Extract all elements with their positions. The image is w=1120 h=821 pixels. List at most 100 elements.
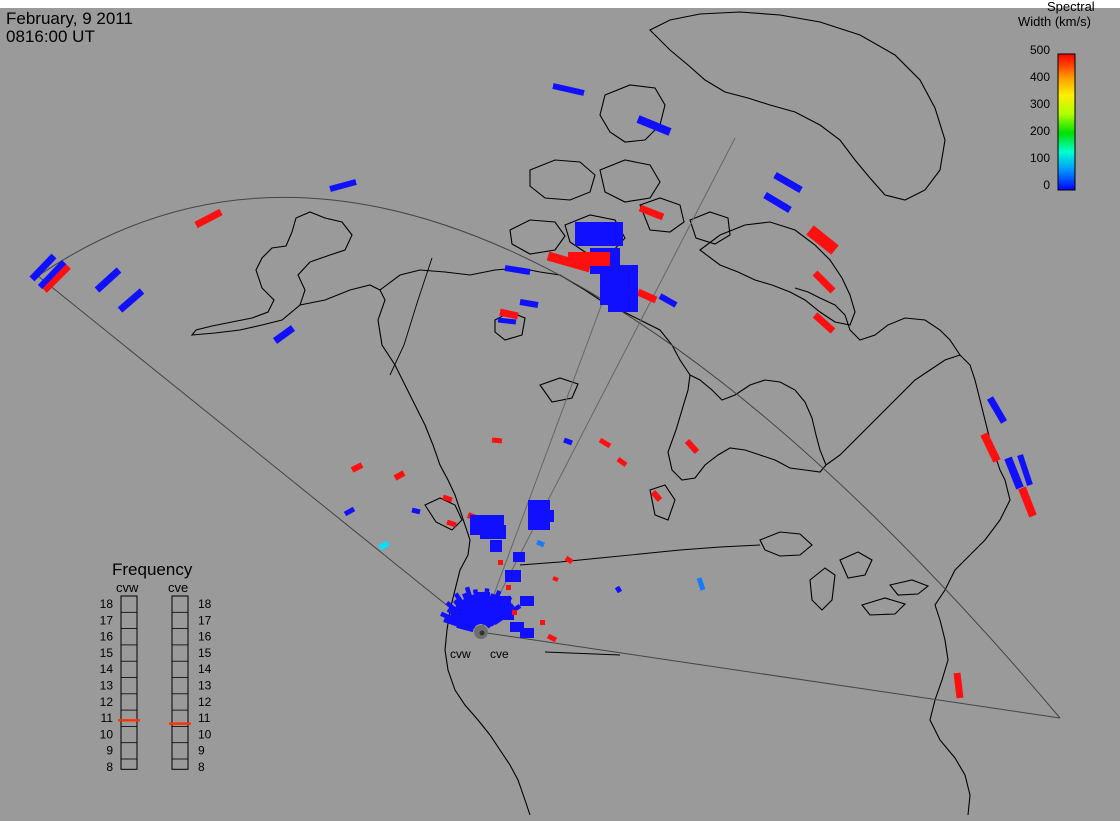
echo-segment [650, 490, 663, 502]
echo-segment [980, 432, 1001, 463]
echo-cluster [608, 290, 638, 312]
frequency-scale-label: 15 [100, 646, 114, 660]
radar-site-center [479, 630, 485, 636]
echo-segment [393, 470, 406, 481]
frequency-scale-label: 18 [198, 597, 212, 611]
echo-segment [546, 633, 558, 643]
echo-segment [1018, 486, 1037, 518]
frequency-scale-label: 13 [100, 679, 114, 693]
echo-cluster [500, 610, 514, 620]
colorbar-title-line1: Spectral [1047, 0, 1095, 14]
echo-segment [536, 539, 545, 548]
frequency-scale-label: 11 [198, 711, 211, 725]
echo-cluster [540, 620, 545, 625]
frequency-panel: Frequency cvw cve 18 17 16 15 14 13 12 11 10 9 8 18… [100, 560, 212, 774]
echo-cluster [476, 592, 490, 602]
frequency-scale-label: 8 [198, 760, 205, 774]
frequency-scale-label: 16 [198, 630, 212, 644]
frequency-column-box [171, 595, 189, 770]
echo-segment [563, 437, 573, 446]
echo-cluster [528, 500, 550, 530]
radar-fov-outline [37, 137, 1061, 719]
frequency-scale-label: 10 [198, 727, 212, 741]
echo-segment [598, 437, 612, 449]
frequency-scale-label: 10 [100, 727, 114, 741]
echo-segment [329, 179, 357, 192]
echo-segment [812, 312, 836, 334]
political-boundaries [389, 257, 761, 656]
echo-segment [519, 299, 539, 308]
echo-cluster [575, 222, 623, 246]
colorbar-tick-label: 0 [1043, 178, 1050, 192]
echo-segment [636, 115, 672, 136]
coastlines [190, 11, 1011, 816]
echo-segment [343, 506, 356, 517]
echo-segment [986, 396, 1008, 424]
frequency-scale-label: 13 [198, 679, 212, 693]
radar-echoes [29, 83, 1037, 699]
frequency-scale-label: 14 [198, 662, 212, 676]
frequency-scale-label: 18 [100, 597, 114, 611]
echo-segment [41, 263, 71, 293]
colorbar-tick-label: 200 [1030, 124, 1050, 138]
frequency-scale-label: 17 [100, 613, 114, 627]
colorbar-gradient [1057, 53, 1076, 191]
echo-segment [491, 437, 503, 444]
echo-segment [552, 576, 559, 582]
colorbar-tick-label: 100 [1030, 151, 1050, 165]
radar-label-cve: cve [490, 647, 509, 661]
echo-segment [773, 171, 803, 194]
echo-cluster [505, 570, 521, 582]
echo-segment [763, 191, 792, 214]
frequency-scale-label: 9 [106, 744, 113, 758]
echo-cluster [466, 600, 480, 610]
echo-segment [350, 462, 364, 473]
echo-segment [378, 540, 390, 551]
colorbar-title-line2: Width (km/s) [1018, 14, 1091, 29]
echo-segment [684, 438, 700, 455]
echo-segment [552, 83, 585, 96]
frequency-title: Frequency [112, 560, 193, 579]
echo-cluster [506, 585, 511, 590]
date-label: February, 9 2011 [6, 9, 133, 28]
echo-segment [1017, 454, 1033, 486]
echo-segment [272, 325, 296, 344]
echo-cluster [490, 540, 502, 552]
frequency-col-cvw-label: cvw [116, 580, 139, 595]
echo-cluster [520, 628, 534, 638]
echo-segment [117, 288, 145, 313]
echo-segment [37, 259, 67, 290]
echo-segment [616, 457, 628, 467]
frequency-scale-label: 12 [198, 695, 212, 709]
frequency-scale-label: 14 [100, 662, 114, 676]
echo-segment [442, 494, 453, 503]
echo-segment [953, 672, 964, 699]
echo-segment [812, 270, 836, 294]
echo-segment [614, 585, 623, 594]
echo-cluster [480, 525, 506, 539]
echo-segment [806, 225, 839, 255]
frequency-column-box [120, 595, 138, 770]
echo-segment [696, 577, 706, 591]
echo-segment [194, 208, 223, 229]
colorbar-tick-label: 500 [1030, 43, 1050, 57]
echo-cluster [498, 560, 503, 565]
frequency-scale-label: 17 [198, 613, 212, 627]
echo-segment [638, 204, 665, 221]
echo-segment [504, 265, 531, 275]
echo-cluster [512, 610, 517, 615]
echo-cluster [497, 596, 511, 606]
echo-segment [411, 507, 421, 515]
colorbar-tick-label: 400 [1030, 70, 1050, 84]
echo-cluster [520, 596, 534, 606]
echo-cluster [458, 612, 472, 622]
echo-segment [94, 267, 122, 293]
time-label: 0816:00 UT [6, 27, 95, 46]
echo-cluster [540, 510, 554, 522]
echo-cluster [510, 622, 524, 632]
top-border [0, 0, 1120, 8]
echo-cluster [568, 252, 610, 266]
echo-segment [564, 555, 574, 565]
echo-segment [446, 519, 457, 528]
